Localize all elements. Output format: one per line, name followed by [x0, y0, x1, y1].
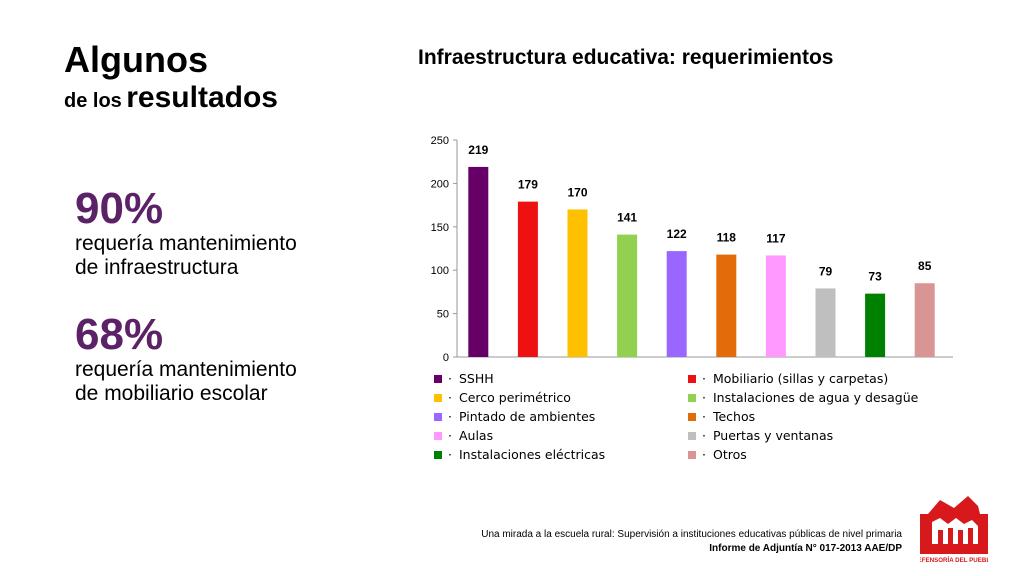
- legend-label: Otros: [712, 447, 747, 462]
- y-tick-label: 150: [431, 222, 449, 234]
- legend-item: · Instalaciones eléctricas: [434, 445, 688, 464]
- data-label: 85: [918, 259, 932, 273]
- legend-label: SSHH: [458, 371, 494, 386]
- data-label: 170: [567, 185, 587, 199]
- data-label: 117: [766, 231, 786, 245]
- logo-text: DEFENSORÍA DEL PUEBLO: [920, 556, 988, 564]
- legend-swatch: [688, 431, 696, 440]
- stat-description: requería mantenimiento de infraestructur…: [75, 232, 297, 279]
- legend-bullet: ·: [448, 371, 452, 386]
- data-label: 73: [868, 270, 882, 284]
- chart-title: Infraestructura educativa: requerimiento…: [418, 46, 834, 69]
- legend-label: Cerco perimétrico: [458, 390, 571, 405]
- legend-swatch: [688, 450, 696, 459]
- footer-report-id: Informe de Adjuntía N° 017-2013 AAE/DP: [709, 543, 902, 554]
- bar: [716, 254, 737, 357]
- legend-bullet: ·: [448, 409, 452, 424]
- legend-bullet: ·: [448, 428, 452, 443]
- legend-bullet: ·: [702, 428, 706, 443]
- bar: [567, 209, 588, 357]
- legend-bullet: ·: [702, 390, 706, 405]
- legend-item: · SSHH: [434, 369, 688, 388]
- legend-item: · Mobiliario (sillas y carpetas): [688, 369, 954, 388]
- legend-bullet: ·: [702, 447, 706, 462]
- y-tick-label: 100: [431, 265, 449, 277]
- bar: [517, 201, 538, 357]
- data-label: 141: [617, 211, 637, 225]
- stat-description: requería mantenimiento de mobiliario esc…: [75, 358, 297, 405]
- stat-block-mobiliario: 68% requería mantenimiento de mobiliario…: [75, 312, 297, 406]
- legend-item: · Otros: [688, 445, 954, 464]
- legend-bullet: ·: [448, 447, 452, 462]
- chart-legend: · SSHH · Mobiliario (sillas y carpetas) · Cer…: [434, 369, 954, 464]
- legend-bullet: ·: [448, 390, 452, 405]
- legend-label: Techos: [712, 409, 756, 424]
- bar: [865, 293, 886, 357]
- defensoria-logo: DEFENSORÍA DEL PUEBLO: [920, 496, 988, 564]
- data-label: 219: [468, 143, 488, 157]
- legend-swatch: [688, 393, 696, 402]
- legend-item: · Pintado de ambientes: [434, 407, 688, 426]
- legend-swatch: [434, 450, 442, 459]
- legend-item: · Techos: [688, 407, 954, 426]
- slide-subtitle: de los resultados: [64, 80, 278, 121]
- subtitle-small-text: de los: [64, 90, 122, 112]
- legend-swatch: [434, 393, 442, 402]
- bar: [617, 234, 638, 357]
- y-tick-label: 250: [431, 135, 449, 147]
- stat-percent: 90%: [75, 184, 164, 233]
- legend-item: · Puertas y ventanas: [688, 426, 954, 445]
- legend-label: Pintado de ambientes: [458, 409, 596, 424]
- y-tick-label: 200: [431, 178, 449, 190]
- legend-label: Aulas: [458, 428, 494, 443]
- legend-label: Puertas y ventanas: [712, 428, 834, 443]
- y-tick-label: 0: [443, 352, 449, 364]
- bar: [468, 166, 489, 357]
- legend-label: Mobiliario (sillas y carpetas): [712, 371, 889, 386]
- stat-percent: 68%: [75, 310, 164, 359]
- legend-item: · Aulas: [434, 426, 688, 445]
- bar: [914, 283, 935, 357]
- data-label: 122: [667, 227, 687, 241]
- legend-swatch: [434, 412, 442, 421]
- footer-source: Una mirada a la escuela rural: Supervisi…: [481, 529, 902, 540]
- data-label: 79: [819, 264, 833, 278]
- bar: [765, 255, 786, 357]
- legend-label: Instalaciones de agua y desagüe: [712, 390, 919, 405]
- data-label: 179: [518, 178, 538, 192]
- stat-block-infraestructura: 90% requería mantenimiento de infraestru…: [75, 186, 297, 280]
- subtitle-big-text: resultados: [126, 81, 278, 114]
- legend-swatch: [434, 374, 442, 383]
- legend-swatch: [434, 431, 442, 440]
- legend-item: · Cerco perimétrico: [434, 388, 688, 407]
- legend-swatch: [688, 412, 696, 421]
- slide-title: Algunos: [64, 39, 208, 80]
- y-tick-label: 50: [437, 309, 449, 321]
- legend-item: · Instalaciones de agua y desagüe: [688, 388, 954, 407]
- data-label: 118: [717, 231, 737, 245]
- legend-label: Instalaciones eléctricas: [458, 447, 606, 462]
- bar: [815, 288, 836, 357]
- bar: [666, 251, 687, 357]
- footer: Una mirada a la escuela rural: Supervisi…: [481, 528, 902, 556]
- legend-swatch: [688, 374, 696, 383]
- legend-bullet: ·: [702, 371, 706, 386]
- legend-bullet: ·: [702, 409, 706, 424]
